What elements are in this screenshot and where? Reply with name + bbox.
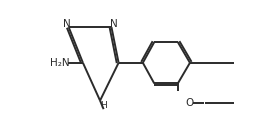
- Text: H₂N: H₂N: [50, 58, 69, 68]
- Text: N: N: [63, 19, 71, 29]
- Text: N: N: [109, 19, 117, 29]
- Text: H: H: [100, 101, 107, 110]
- Text: O: O: [186, 98, 194, 108]
